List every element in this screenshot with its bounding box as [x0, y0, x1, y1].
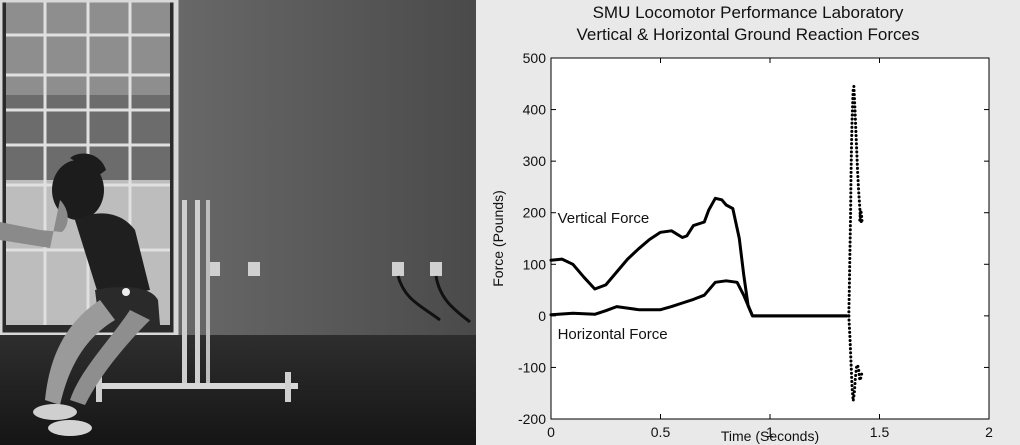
athlete-photo — [0, 0, 476, 445]
series-annotation: Vertical Force — [558, 210, 650, 227]
chart-subtitle: Vertical & Horizontal Ground Reaction Fo… — [576, 25, 920, 44]
x-tick-label: 2 — [985, 424, 993, 440]
chart-title: SMU Locomotor Performance Laboratory — [592, 3, 904, 22]
series-group — [549, 84, 864, 403]
axis-ticks: -200 -100 0 100 200 300 400 500 0 0.5 1 1.5 2 — [518, 50, 993, 440]
annotations: Vertical Force Horizontal Force — [558, 210, 668, 343]
y-axis-label: Force (Pounds) — [490, 190, 506, 286]
y-tick-label: -200 — [518, 411, 546, 427]
x-tick-label: 1 — [766, 424, 774, 440]
y-tick-label: 400 — [523, 102, 547, 118]
x-tick-label: 1.5 — [870, 424, 890, 440]
y-tick-label: 200 — [523, 205, 547, 221]
y-tick-label: 500 — [523, 50, 547, 66]
dotted-force-trace — [847, 84, 864, 318]
horizontal-force-line — [549, 279, 849, 318]
y-tick-label: 300 — [523, 153, 547, 169]
plot-area — [550, 57, 990, 420]
x-axis-label: Time (Seconds) — [721, 428, 819, 444]
y-tick-label: 100 — [523, 256, 547, 272]
y-tick-label: -100 — [518, 359, 546, 375]
x-tick-label: 0.5 — [651, 424, 671, 440]
dotted-force-trace — [847, 314, 864, 403]
x-tick-label: 0 — [547, 424, 555, 440]
y-tick-label: 0 — [538, 308, 546, 324]
video-frame — [0, 0, 476, 445]
series-annotation: Horizontal Force — [558, 326, 668, 343]
